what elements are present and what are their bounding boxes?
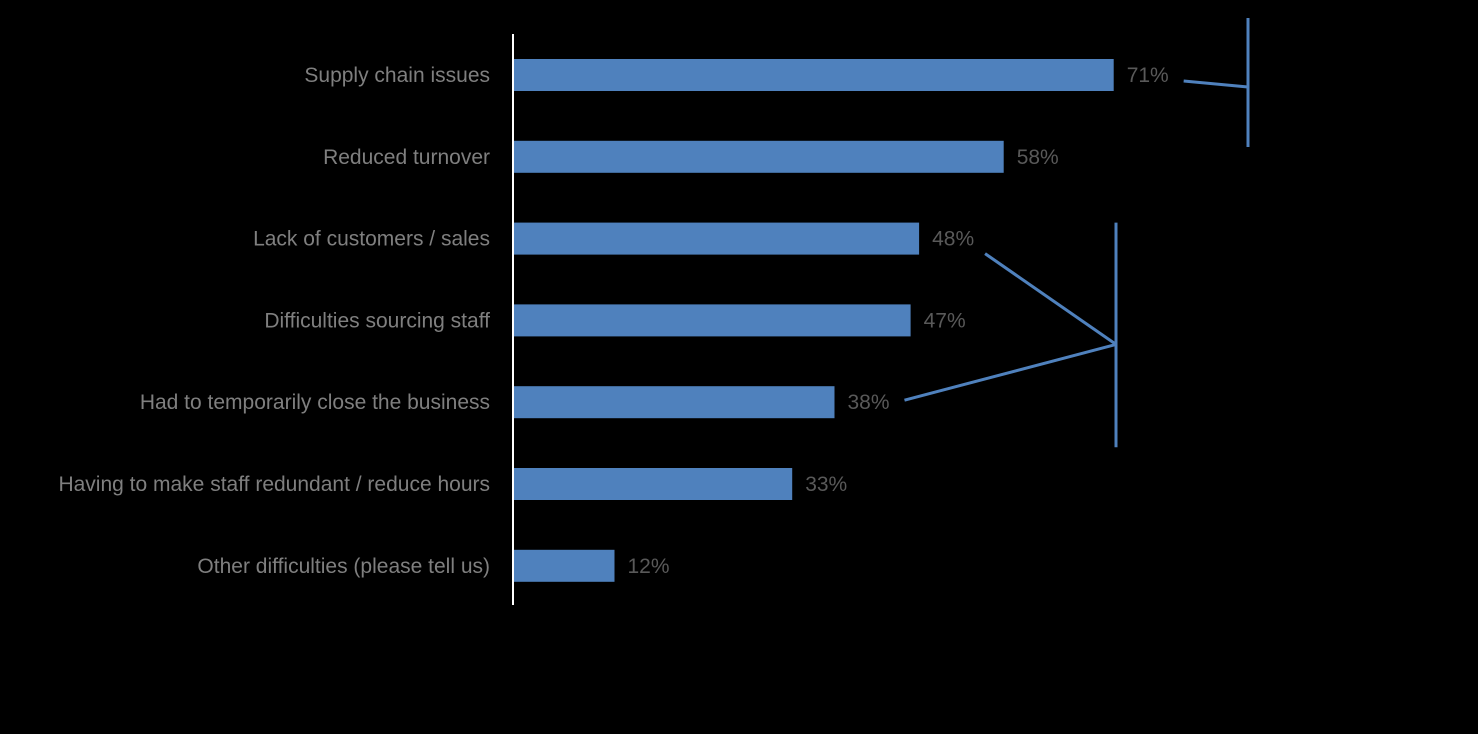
bar [513, 304, 911, 337]
bar [513, 140, 1004, 173]
category-label: Difficulties sourcing staff [264, 309, 490, 332]
bar [513, 222, 920, 255]
bracket-connector [984, 252, 1117, 346]
category-label: Had to temporarily close the business [140, 391, 490, 414]
value-label: 12% [628, 555, 670, 578]
value-label: 33% [805, 473, 847, 496]
value-label: 71% [1127, 64, 1169, 87]
value-labels-group: 71% 58% 48% 47% 38% 33% 12% [628, 64, 1169, 578]
bars-group [513, 59, 1114, 582]
value-label: 47% [924, 309, 966, 332]
category-label: Supply chain issues [304, 64, 490, 87]
category-label: Reduced turnover [323, 146, 490, 169]
bar [513, 59, 1114, 91]
bracket-connector [904, 342, 1117, 402]
value-label: 48% [932, 228, 974, 251]
category-labels-group: Supply chain issues Reduced turnover Lack … [58, 64, 490, 578]
category-label: Lack of customers / sales [253, 228, 490, 251]
bar [513, 468, 793, 500]
value-label: 58% [1017, 146, 1059, 169]
category-label: Having to make staff redundant / reduce … [58, 473, 490, 496]
brackets-group [904, 18, 1250, 448]
bar [513, 549, 615, 582]
value-label: 38% [848, 391, 890, 414]
category-label: Other difficulties (please tell us) [197, 555, 490, 578]
bar [513, 386, 835, 419]
bracket-connector [1183, 79, 1249, 89]
